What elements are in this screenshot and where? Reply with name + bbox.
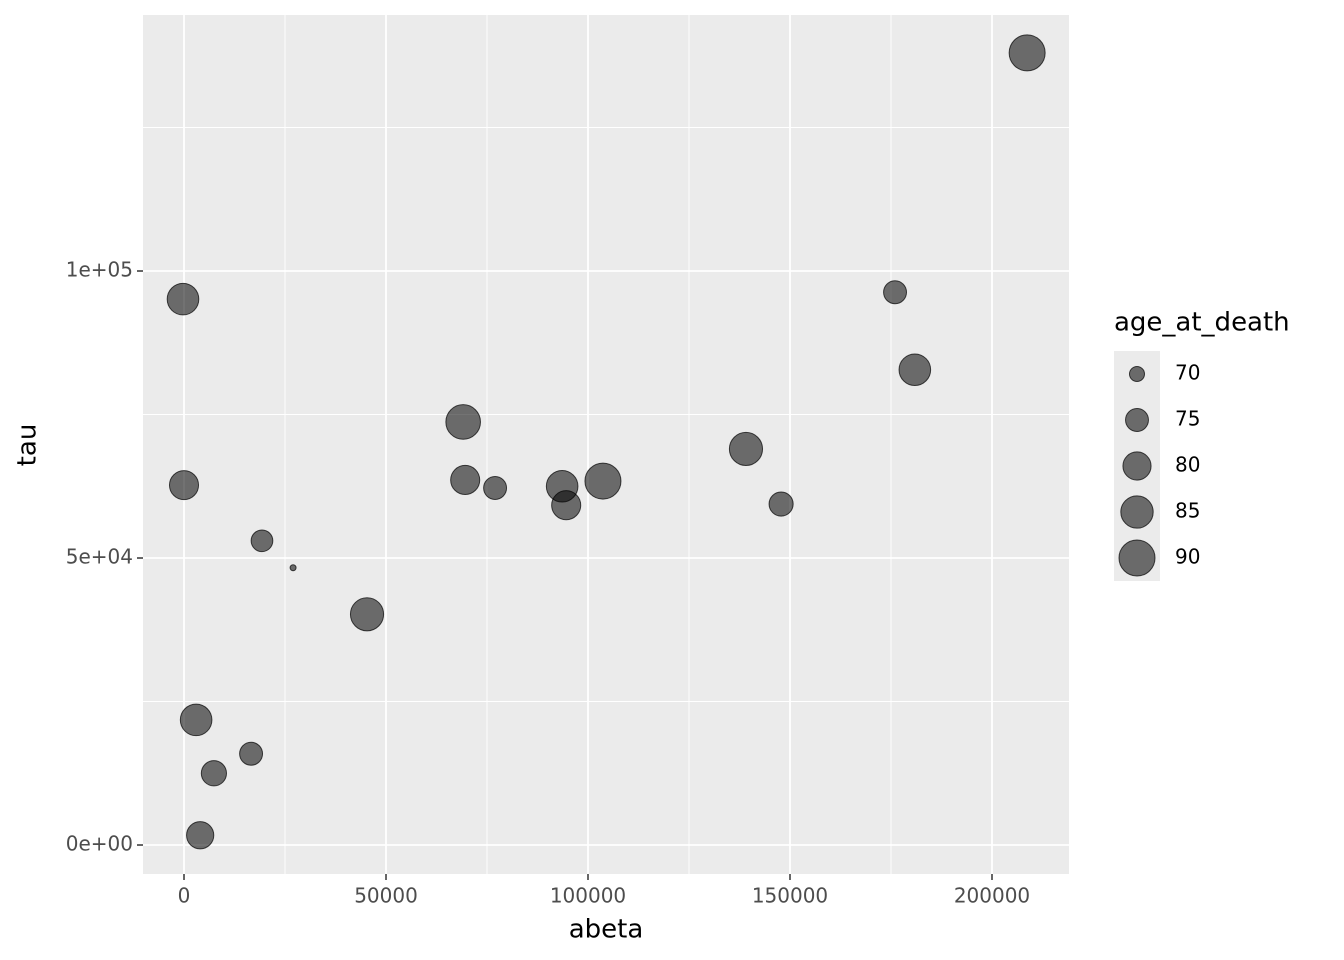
legend-label: 90 bbox=[1175, 545, 1200, 569]
point bbox=[551, 490, 582, 521]
y-tick-label: 5e+04 bbox=[66, 545, 133, 569]
x-tick-label: 150000 bbox=[752, 884, 828, 908]
x-tick-label: 100000 bbox=[550, 884, 626, 908]
y-tick-label: 0e+00 bbox=[66, 832, 133, 856]
point bbox=[250, 529, 274, 553]
y-tick-label: 1e+05 bbox=[66, 258, 133, 282]
x-tick-label: 0 bbox=[178, 884, 191, 908]
point bbox=[768, 491, 794, 517]
point bbox=[584, 462, 622, 500]
x-tick-label: 200000 bbox=[954, 884, 1030, 908]
legend-label: 70 bbox=[1175, 361, 1200, 385]
legend-key bbox=[1120, 495, 1154, 529]
point bbox=[1008, 34, 1046, 72]
point bbox=[289, 564, 297, 572]
point bbox=[239, 741, 264, 766]
panel bbox=[143, 15, 1069, 874]
point bbox=[186, 821, 215, 850]
legend-key bbox=[1122, 451, 1152, 481]
point bbox=[483, 476, 508, 500]
x-axis-title: abeta bbox=[569, 915, 644, 945]
legend-key bbox=[1118, 539, 1156, 577]
point bbox=[200, 760, 227, 787]
point bbox=[179, 703, 213, 737]
point bbox=[728, 431, 764, 467]
point bbox=[450, 464, 481, 495]
point bbox=[166, 282, 200, 316]
legend-label: 75 bbox=[1175, 407, 1200, 431]
legend-label: 80 bbox=[1175, 453, 1200, 477]
legend-key bbox=[1128, 365, 1146, 383]
point bbox=[883, 280, 908, 305]
legend-label: 85 bbox=[1175, 499, 1200, 523]
point bbox=[349, 597, 385, 632]
point bbox=[898, 353, 932, 387]
x-tick-label: 50000 bbox=[354, 884, 418, 908]
y-axis-title: tau bbox=[13, 424, 43, 467]
point bbox=[445, 404, 481, 440]
legend-title: age_at_death bbox=[1114, 308, 1290, 338]
legend-key bbox=[1125, 408, 1149, 432]
point bbox=[168, 470, 200, 501]
